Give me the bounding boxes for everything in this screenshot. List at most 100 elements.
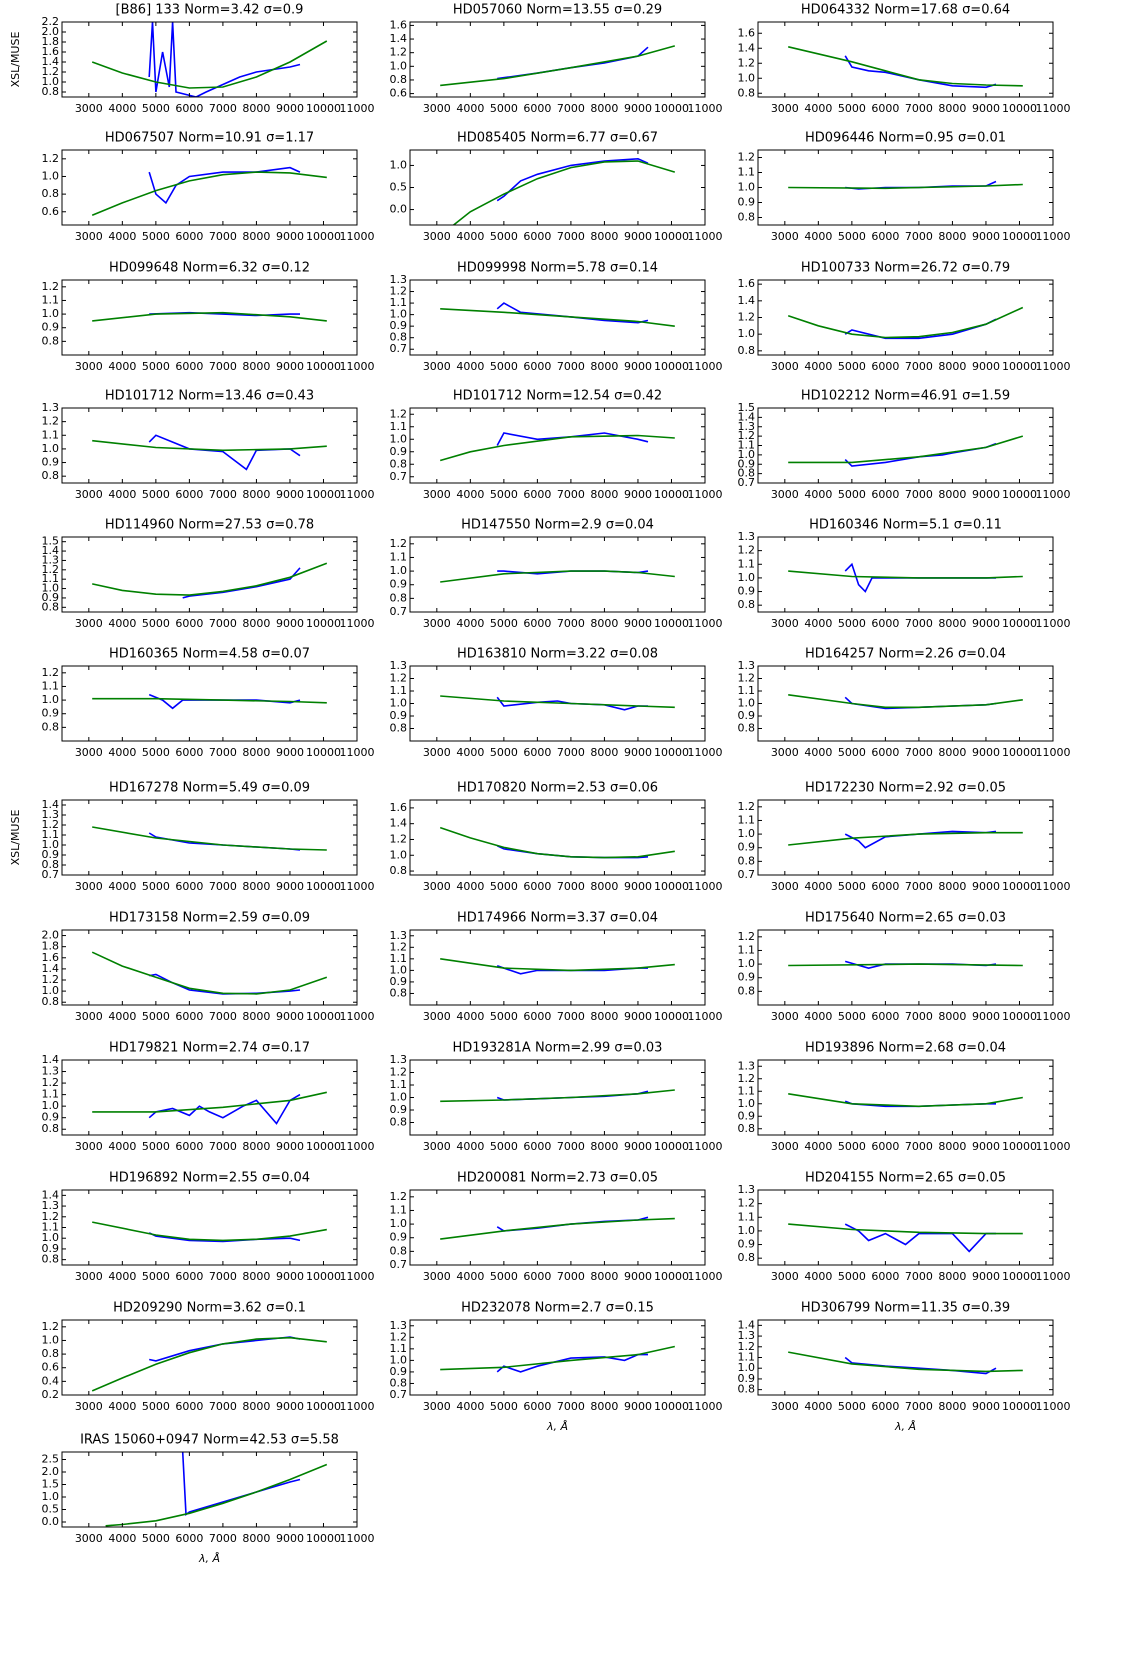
panel-title: HD232078 Norm=2.7 σ=0.15: [461, 1301, 654, 1316]
x-tick-label: 4000: [804, 1270, 832, 1283]
x-tick-label: 3000: [771, 360, 799, 373]
y-tick-label: 0.6: [42, 205, 60, 218]
panel-title: HD067507 Norm=10.91 σ=1.17: [105, 131, 314, 146]
spectrum-line: [149, 973, 301, 995]
x-tick-label: 4000: [804, 880, 832, 893]
x-tick-label: 7000: [209, 1140, 237, 1153]
x-tick-label: 10000: [654, 617, 689, 630]
y-tick-label: 0.9: [390, 445, 408, 458]
axes-frame: [409, 536, 706, 613]
y-tick-label: 0.8: [738, 86, 756, 99]
x-tick-label: 8000: [242, 102, 270, 115]
y-tick-label: 1.4: [42, 1053, 60, 1066]
x-tick-label: 10000: [306, 1532, 341, 1545]
x-tick-label: 8000: [590, 1010, 618, 1023]
x-tick-label: 9000: [972, 617, 1000, 630]
y-tick-label: 1.0: [42, 75, 60, 88]
x-tick-label: 5000: [838, 880, 866, 893]
x-tick-label: 10000: [654, 880, 689, 893]
x-tick-label: 10000: [1002, 617, 1037, 630]
y-tick-label: 0.7: [390, 1258, 408, 1271]
y-tick-label: 0.9: [42, 456, 60, 469]
spectrum-line: [440, 1345, 675, 1371]
panel: HD163810 Norm=3.22 σ=0.08 0.80.91.01.11.2…: [390, 647, 723, 760]
spectrum-line: [844, 1356, 997, 1375]
x-tick-label: 10000: [306, 102, 341, 115]
x-tick-label: 3000: [771, 1400, 799, 1413]
x-tick-label: 3000: [771, 1270, 799, 1283]
y-tick-label: 0.8: [390, 864, 408, 877]
x-tick-label: 8000: [938, 1140, 966, 1153]
x-tick-label: 11000: [688, 1140, 723, 1153]
panel: HD114960 Norm=27.53 σ=0.780.80.91.01.11.…: [42, 518, 375, 631]
y-tick-label: 0.8: [390, 331, 408, 344]
y-tick-label: 0.9: [738, 585, 756, 598]
panel-title: HD163810 Norm=3.22 σ=0.08: [457, 647, 658, 662]
panel-title: HD193896 Norm=2.68 σ=0.04: [805, 1041, 1006, 1056]
x-tick-label: 5000: [838, 102, 866, 115]
x-tick-label: 11000: [688, 230, 723, 243]
x-tick-label: 3000: [423, 230, 451, 243]
x-tick-label: 4000: [456, 1010, 484, 1023]
y-tick-label: 1.3: [738, 1059, 756, 1072]
x-tick-label: 8000: [938, 617, 966, 630]
x-tick-label: 8000: [938, 360, 966, 373]
x-tick-label: 3000: [771, 746, 799, 759]
spectrum-line: [788, 183, 1023, 190]
x-tick-label: 10000: [1002, 488, 1037, 501]
x-tick-label: 3000: [423, 1400, 451, 1413]
panel: HD175640 Norm=2.65 σ=0.03 0.80.91.01.11.2…: [738, 911, 1071, 1024]
y-tick-label: 1.2: [390, 1066, 408, 1079]
x-tick-label: 8000: [590, 746, 618, 759]
y-tick-label: 1.4: [738, 294, 756, 307]
x-tick-label: 9000: [624, 617, 652, 630]
y-tick-label: 1.0: [42, 838, 60, 851]
y-tick-label: 1.1: [390, 420, 408, 433]
axes-frame: [757, 665, 1054, 742]
x-tick-label: 6000: [871, 1010, 899, 1023]
x-tick-label: 5000: [838, 1010, 866, 1023]
panel: HD193896 Norm=2.68 σ=0.04 0.80.91.01.11.2…: [738, 1041, 1071, 1154]
x-tick-label: 4000: [108, 617, 136, 630]
y-tick-label: 0.7: [390, 342, 408, 355]
x-tick-label: 5000: [490, 230, 518, 243]
x-tick-label: 6000: [871, 102, 899, 115]
y-tick-label: 1.0: [42, 1333, 60, 1346]
x-tick-label: 10000: [306, 360, 341, 373]
x-tick-label: 11000: [1036, 488, 1071, 501]
x-tick-label: 8000: [590, 617, 618, 630]
x-tick-label: 5000: [490, 1140, 518, 1153]
panel-title: HD160346 Norm=5.1 σ=0.11: [809, 518, 1002, 533]
x-tick-label: 7000: [557, 1140, 585, 1153]
y-tick-label: 1.5: [738, 401, 756, 414]
y-tick-label: 1.0: [390, 564, 408, 577]
y-tick-label: 1.2: [738, 1197, 756, 1210]
x-tick-label: 11000: [340, 1270, 375, 1283]
panel-title: HD204155 Norm=2.65 σ=0.05: [805, 1171, 1006, 1186]
y-tick-label: 0.9: [738, 1109, 756, 1122]
x-tick-label: 3000: [75, 1140, 103, 1153]
x-tick-label: 9000: [276, 488, 304, 501]
y-tick-label: 1.2: [390, 46, 408, 59]
panel: HD232078 Norm=2.7 σ=0.150.70.80.91.01.11…: [390, 1301, 723, 1434]
x-tick-label: 9000: [624, 1270, 652, 1283]
y-tick-label: 1.1: [738, 813, 756, 826]
x-tick-label: 9000: [972, 102, 1000, 115]
y-tick-label: 0.8: [390, 722, 408, 735]
x-tick-label: 10000: [1002, 1400, 1037, 1413]
x-tick-label: 6000: [871, 1270, 899, 1283]
x-tick-label: 4000: [456, 102, 484, 115]
y-tick-label: 0.8: [42, 858, 60, 871]
x-tick-label: 8000: [590, 360, 618, 373]
spectrum-line: [788, 1093, 1023, 1108]
spectrum-line: [440, 1089, 675, 1103]
panel: HD204155 Norm=2.65 σ=0.05 0.80.91.01.11.2…: [738, 1171, 1071, 1284]
y-tick-label: 0.9: [738, 196, 756, 209]
y-tick-label: 0.9: [42, 707, 60, 720]
y-tick-label: 1.0: [390, 432, 408, 445]
spectrum-line: [91, 171, 327, 217]
spectrum-line: [440, 695, 675, 709]
axes-frame: [757, 1189, 1054, 1266]
panel-title: HD179821 Norm=2.74 σ=0.17: [109, 1041, 310, 1056]
spectrum-line: [788, 963, 1023, 967]
